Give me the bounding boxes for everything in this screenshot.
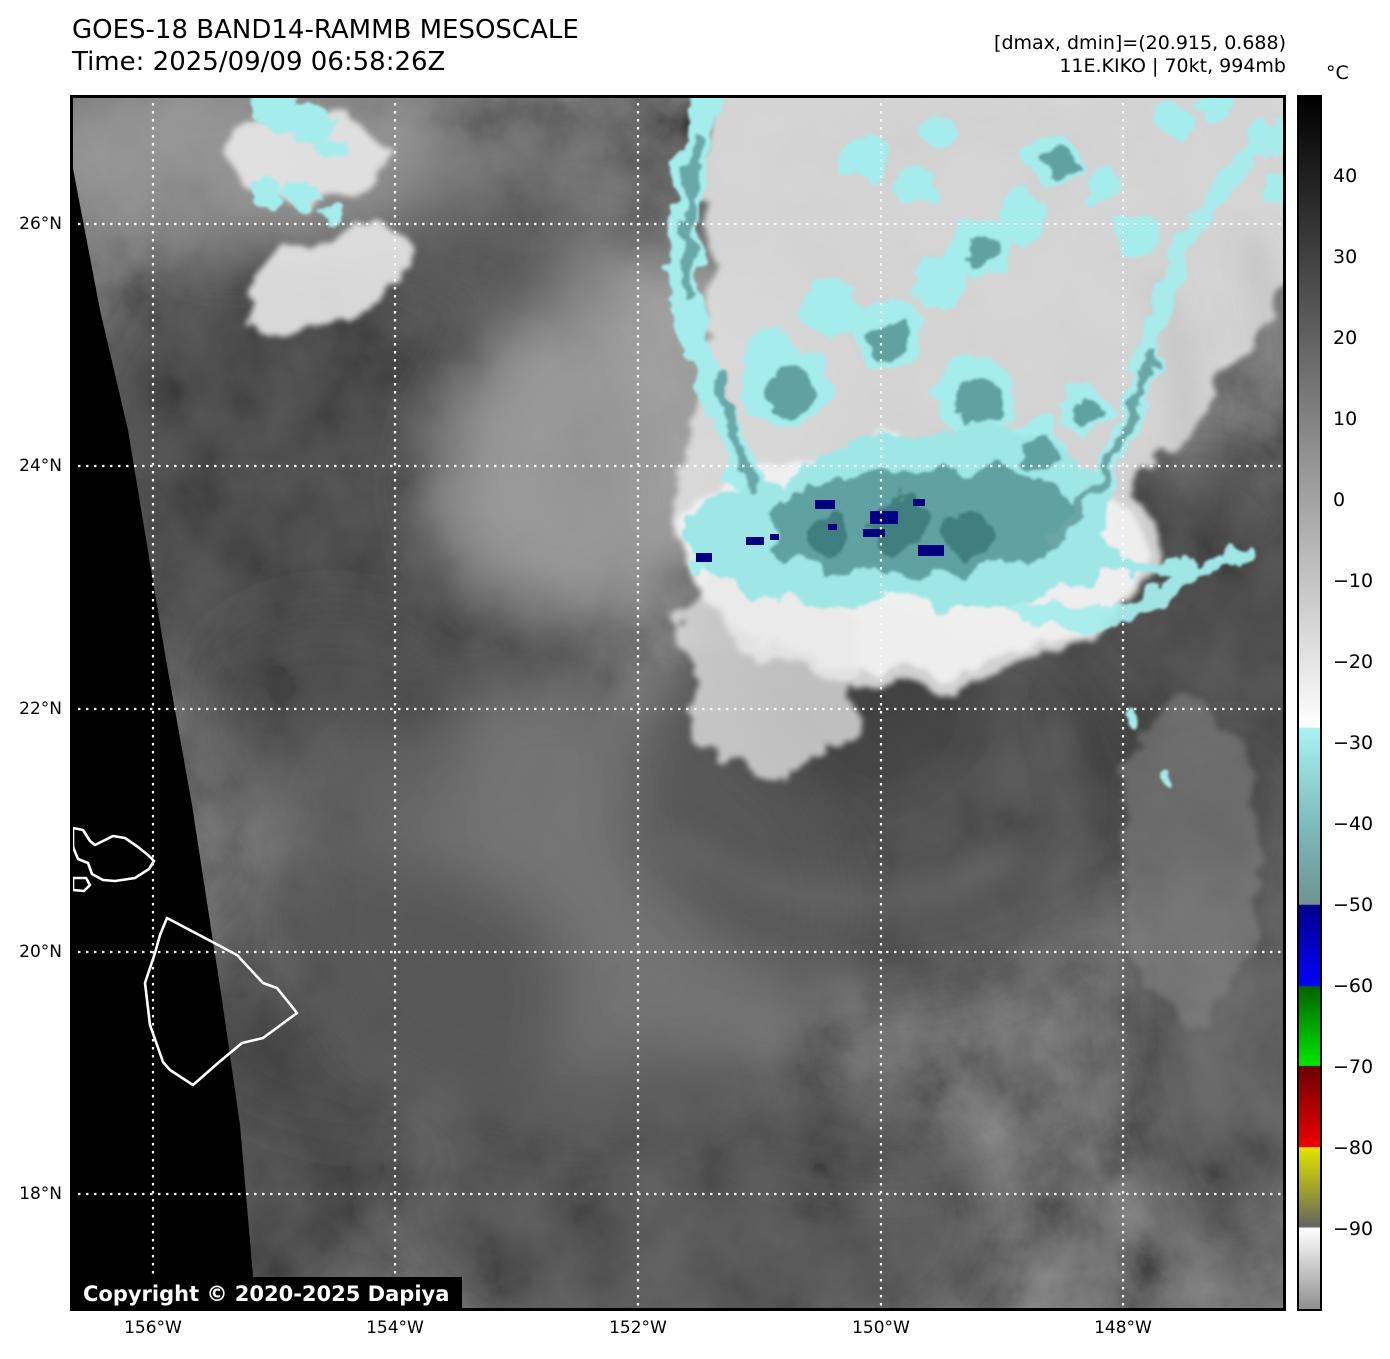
big-island-outline xyxy=(143,916,299,1087)
page-title: GOES-18 BAND14-RAMMB MESOSCALE xyxy=(72,15,579,45)
graticule-gridlines xyxy=(70,95,1286,1311)
colorbar-unit-label: °C xyxy=(1326,62,1349,84)
cb-tick-m90: −90 xyxy=(1333,1218,1374,1240)
lon-label-150w: 150°W xyxy=(852,1318,910,1338)
spiral-band-streaks xyxy=(622,233,1277,1198)
copyright-notice: Copyright © 2020-2025 Dapiya xyxy=(70,1277,463,1311)
cb-tick-10: 10 xyxy=(1333,408,1358,430)
overshooting-tops-navy xyxy=(696,499,944,562)
lat-label-18n: 18°N xyxy=(19,1184,62,1204)
lon-label-156w: 156°W xyxy=(124,1318,182,1338)
map-plot xyxy=(70,95,1286,1311)
cold-tops-cyan xyxy=(251,95,1286,786)
timestamp: Time: 2025/09/09 06:58:26Z xyxy=(72,47,446,77)
cb-tick-m40: −40 xyxy=(1333,813,1374,835)
colorbar-gradient xyxy=(1299,97,1320,1309)
cb-tick-m80: −80 xyxy=(1333,1137,1374,1159)
cb-tick-m60: −60 xyxy=(1333,975,1374,997)
temperature-colorbar xyxy=(1297,95,1322,1311)
dmax-dmin-annotation: [dmax, dmin]=(20.915, 0.688) xyxy=(994,32,1286,54)
plot-frame xyxy=(70,95,1286,1311)
cb-tick-30: 30 xyxy=(1333,246,1358,268)
cb-tick-m50: −50 xyxy=(1333,894,1374,916)
lon-label-152w: 152°W xyxy=(609,1318,667,1338)
scan-edge-nodata-wedge xyxy=(70,153,256,1311)
cb-tick-40: 40 xyxy=(1333,165,1358,187)
cb-tick-m10: −10 xyxy=(1333,570,1374,592)
cb-tick-m70: −70 xyxy=(1333,1056,1374,1078)
cb-tick-m20: −20 xyxy=(1333,651,1374,673)
lat-label-20n: 20°N xyxy=(19,942,62,962)
lat-label-22n: 22°N xyxy=(19,699,62,719)
cb-tick-0: 0 xyxy=(1333,489,1346,511)
satellite-image xyxy=(70,95,1286,1311)
lat-label-26n: 26°N xyxy=(19,214,62,234)
cb-tick-20: 20 xyxy=(1333,327,1358,349)
lat-label-24n: 24°N xyxy=(19,456,62,476)
cb-tick-m30: −30 xyxy=(1333,732,1374,754)
header: GOES-18 BAND14-RAMMB MESOSCALE Time: 202… xyxy=(72,14,579,78)
storm-info-annotation: 11E.KIKO | 70kt, 994mb xyxy=(1059,55,1286,77)
lon-label-154w: 154°W xyxy=(366,1318,424,1338)
maui-outline xyxy=(71,826,156,883)
lon-label-148w: 148°W xyxy=(1094,1318,1152,1338)
header-annotations: [dmax, dmin]=(20.915, 0.688) 11E.KIKO | … xyxy=(994,32,1286,78)
